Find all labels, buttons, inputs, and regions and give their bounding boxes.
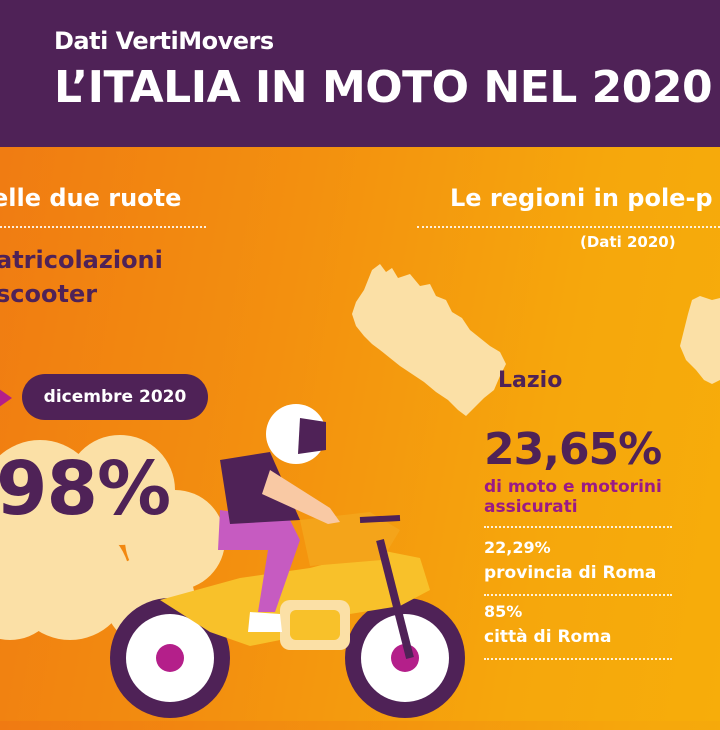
right-divider	[417, 226, 720, 228]
left-section-heading: elle due ruote	[0, 184, 182, 212]
header-banner: Dati VertiMovers L’ITALIA IN MOTO NEL 20…	[0, 0, 720, 147]
region-description: di moto e motorini assicurati	[484, 477, 662, 517]
city-value: 85%	[484, 602, 523, 621]
stat-divider	[484, 526, 672, 528]
registrations-label-line1: atricolazioni	[0, 246, 163, 274]
registrations-label-line2: scooter	[0, 280, 98, 308]
left-divider	[0, 226, 206, 228]
data-year-note: (Dati 2020)	[580, 233, 676, 251]
stat-divider	[484, 658, 672, 660]
region-percentage: 23,65%	[484, 424, 662, 475]
big-percentage: 98%	[0, 446, 171, 532]
right-section-heading: Le regioni in pole-p	[450, 184, 713, 212]
province-value: 22,29%	[484, 538, 551, 557]
registrations-label: atricolazioni scooter	[0, 243, 163, 311]
region-description-line2: assicurati	[484, 497, 578, 517]
period-badge: dicembre 2020	[22, 374, 208, 420]
province-label: provincia di Roma	[484, 563, 657, 583]
header-subtitle: Dati VertiMovers	[54, 27, 274, 55]
region-description-line1: di moto e motorini	[484, 477, 662, 497]
region-name: Lazio	[498, 368, 563, 393]
city-label: città di Roma	[484, 627, 612, 647]
header-title: L’ITALIA IN MOTO NEL 2020	[54, 62, 713, 113]
motorcyclist-illustration	[110, 404, 465, 718]
arrow-icon	[0, 384, 12, 412]
stat-divider	[484, 594, 672, 596]
